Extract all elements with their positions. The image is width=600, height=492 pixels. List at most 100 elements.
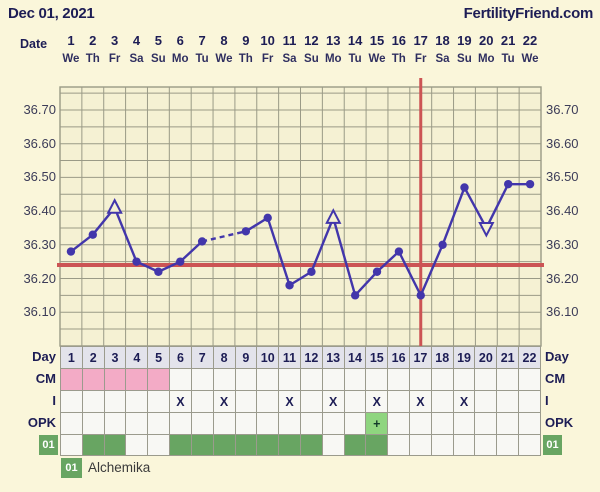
temp-point-day-14[interactable] — [350, 291, 360, 300]
date-number-20[interactable]: 20 — [479, 33, 494, 48]
intercourse-row-cell-7[interactable] — [191, 391, 214, 412]
custom-row-01-cell-5[interactable] — [148, 435, 171, 455]
day-header-row-cell-21[interactable]: 21 — [497, 347, 520, 368]
intercourse-row-cell-16[interactable] — [388, 391, 410, 412]
opk-row-cell-12[interactable] — [300, 413, 323, 434]
intercourse-row-cell-8[interactable]: X — [213, 391, 236, 412]
custom-row-01-cell-20[interactable] — [475, 435, 498, 455]
cm-row-cell-3[interactable] — [104, 369, 127, 390]
temp-point-day-19[interactable] — [460, 183, 469, 192]
custom-row-01-cell-12[interactable] — [300, 435, 323, 455]
custom-row-01-cell-16[interactable] — [388, 435, 410, 455]
temp-point-day-15[interactable] — [372, 267, 382, 276]
date-number-4[interactable]: 4 — [132, 33, 141, 48]
date-number-1[interactable]: 1 — [67, 33, 75, 48]
temp-point-day-10[interactable] — [263, 213, 272, 223]
custom-row-01-cell-21[interactable] — [497, 435, 520, 455]
opk-row-cell-9[interactable] — [235, 413, 258, 434]
intercourse-row-cell-15[interactable]: X — [366, 391, 389, 412]
intercourse-row-cell-3[interactable] — [104, 391, 127, 412]
cm-row-cell-12[interactable] — [300, 369, 323, 390]
temp-point-day-6[interactable] — [176, 257, 185, 266]
day-header-row-cell-4[interactable]: 4 — [126, 347, 149, 368]
opk-row-cell-14[interactable] — [344, 413, 367, 434]
cm-row-cell-22[interactable] — [519, 369, 541, 390]
custom-row-01-cell-11[interactable] — [279, 435, 301, 455]
date-number-21[interactable]: 21 — [500, 33, 516, 48]
cm-row-cell-4[interactable] — [126, 369, 149, 390]
custom-row-01-cell-7[interactable] — [191, 435, 214, 455]
date-number-2[interactable]: 2 — [89, 33, 97, 48]
custom-row-01-cell-6[interactable] — [170, 435, 192, 455]
intercourse-row-cell-20[interactable] — [475, 391, 498, 412]
custom-row-01-cell-1[interactable] — [61, 435, 83, 455]
temp-point-day-2[interactable] — [88, 230, 97, 239]
opk-row-cell-13[interactable] — [322, 413, 345, 434]
day-header-row-cell-1[interactable]: 1 — [61, 347, 83, 368]
custom-row-01-cell-2[interactable] — [82, 435, 105, 455]
cm-row-cell-20[interactable] — [475, 369, 498, 390]
date-number-22[interactable]: 22 — [522, 33, 538, 48]
opk-row-cell-6[interactable] — [170, 413, 192, 434]
opk-row-cell-11[interactable] — [279, 413, 301, 434]
opk-row-cell-16[interactable] — [388, 413, 410, 434]
temp-point-day-7[interactable] — [197, 237, 207, 246]
date-number-17[interactable]: 17 — [413, 33, 428, 48]
opk-row-cell-17[interactable] — [410, 413, 432, 434]
custom-row-01-cell-14[interactable] — [344, 435, 367, 455]
opk-row-cell-2[interactable] — [82, 413, 105, 434]
intercourse-row-cell-1[interactable] — [61, 391, 83, 412]
day-header-row-cell-8[interactable]: 8 — [213, 347, 236, 368]
temp-point-day-13[interactable] — [325, 208, 342, 224]
cm-row-cell-7[interactable] — [191, 369, 214, 390]
custom-row-01-cell-3[interactable] — [104, 435, 127, 455]
custom-row-01-cell-8[interactable] — [213, 435, 236, 455]
day-header-row-cell-2[interactable]: 2 — [82, 347, 105, 368]
custom-row-01-cell-19[interactable] — [453, 435, 476, 455]
cm-row-cell-16[interactable] — [388, 369, 410, 390]
custom-row-01-cell-17[interactable] — [410, 435, 432, 455]
opk-row-cell-7[interactable] — [191, 413, 214, 434]
custom-row-01-cell-9[interactable] — [235, 435, 258, 455]
intercourse-row-cell-6[interactable]: X — [170, 391, 192, 412]
date-number-8[interactable]: 8 — [220, 33, 228, 48]
opk-row-cell-5[interactable] — [148, 413, 171, 434]
opk-row-cell-3[interactable] — [104, 413, 127, 434]
temp-point-day-4[interactable] — [132, 257, 141, 266]
date-number-6[interactable]: 6 — [176, 33, 184, 48]
custom-row-01-cell-15[interactable] — [366, 435, 389, 455]
opk-row-cell-19[interactable] — [453, 413, 476, 434]
date-number-3[interactable]: 3 — [111, 33, 119, 48]
intercourse-row-cell-17[interactable]: X — [410, 391, 432, 412]
day-header-row-cell-22[interactable]: 22 — [519, 347, 541, 368]
opk-row-cell-15[interactable]: + — [366, 413, 389, 434]
intercourse-row-cell-10[interactable] — [257, 391, 280, 412]
temp-point-day-3[interactable] — [106, 198, 123, 214]
cm-row-cell-10[interactable] — [257, 369, 280, 390]
day-header-row-cell-13[interactable]: 13 — [322, 347, 345, 368]
cm-row-cell-6[interactable] — [170, 369, 192, 390]
intercourse-row-cell-22[interactable] — [519, 391, 541, 412]
day-header-row-cell-19[interactable]: 19 — [453, 347, 476, 368]
custom-row-01-cell-18[interactable] — [431, 435, 454, 455]
date-number-7[interactable]: 7 — [198, 33, 206, 48]
cm-row-cell-14[interactable] — [344, 369, 367, 390]
cm-row-cell-18[interactable] — [431, 369, 454, 390]
day-header-row-cell-11[interactable]: 11 — [279, 347, 301, 368]
opk-row-cell-20[interactable] — [475, 413, 498, 434]
intercourse-row-cell-5[interactable] — [148, 391, 171, 412]
intercourse-row-cell-14[interactable] — [344, 391, 367, 412]
custom-row-01-cell-22[interactable] — [519, 435, 541, 455]
intercourse-row-cell-21[interactable] — [497, 391, 520, 412]
temp-point-day-17[interactable] — [416, 291, 425, 300]
intercourse-row-cell-2[interactable] — [82, 391, 105, 412]
cm-row-cell-15[interactable] — [366, 369, 389, 390]
opk-row-cell-22[interactable] — [519, 413, 541, 434]
day-header-row-cell-9[interactable]: 9 — [235, 347, 258, 368]
site-link[interactable]: FertilityFriend.com — [463, 5, 594, 22]
date-number-12[interactable]: 12 — [304, 33, 319, 48]
opk-row-cell-21[interactable] — [497, 413, 520, 434]
intercourse-row-cell-12[interactable] — [300, 391, 323, 412]
temp-point-day-9[interactable] — [241, 227, 251, 236]
date-number-13[interactable]: 13 — [326, 33, 341, 48]
